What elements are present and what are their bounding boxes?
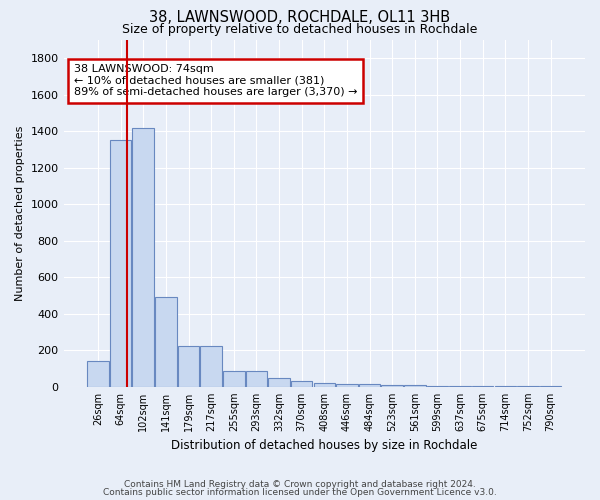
X-axis label: Distribution of detached houses by size in Rochdale: Distribution of detached houses by size … <box>171 440 478 452</box>
Bar <box>87 362 109 387</box>
Bar <box>178 346 199 387</box>
Bar <box>449 386 471 387</box>
Bar <box>133 128 154 387</box>
Text: Contains HM Land Registry data © Crown copyright and database right 2024.: Contains HM Land Registry data © Crown c… <box>124 480 476 489</box>
Bar <box>200 346 222 387</box>
Bar <box>291 382 313 387</box>
Bar <box>517 386 539 387</box>
Bar <box>404 385 425 387</box>
Y-axis label: Number of detached properties: Number of detached properties <box>15 126 25 301</box>
Bar <box>472 386 493 387</box>
Bar <box>382 385 403 387</box>
Bar <box>268 378 290 387</box>
Bar <box>314 383 335 387</box>
Bar <box>336 384 358 387</box>
Bar <box>110 140 131 387</box>
Bar <box>427 386 448 387</box>
Bar <box>494 386 516 387</box>
Bar <box>223 372 245 387</box>
Text: Size of property relative to detached houses in Rochdale: Size of property relative to detached ho… <box>122 22 478 36</box>
Text: Contains public sector information licensed under the Open Government Licence v3: Contains public sector information licen… <box>103 488 497 497</box>
Bar <box>359 384 380 387</box>
Bar <box>540 386 561 387</box>
Bar <box>155 298 176 387</box>
Text: 38 LAWNSWOOD: 74sqm
← 10% of detached houses are smaller (381)
89% of semi-detac: 38 LAWNSWOOD: 74sqm ← 10% of detached ho… <box>74 64 358 98</box>
Bar <box>245 372 267 387</box>
Text: 38, LAWNSWOOD, ROCHDALE, OL11 3HB: 38, LAWNSWOOD, ROCHDALE, OL11 3HB <box>149 10 451 25</box>
